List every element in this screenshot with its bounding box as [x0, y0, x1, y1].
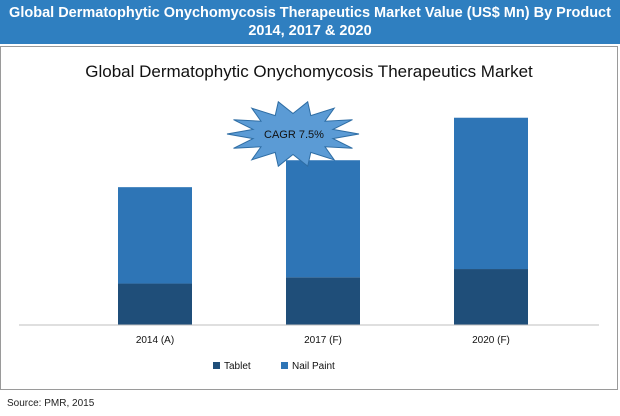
- x-tick-label-1: 2017 (F): [304, 335, 342, 346]
- chart-title: Global Dermatophytic Onychomycosis Thera…: [85, 62, 533, 81]
- banner-title-line2: 2014, 2017 & 2020: [248, 23, 372, 39]
- legend-swatch-nail-paint: [281, 362, 288, 369]
- title-banner: Global Dermatophytic Onychomycosis Thera…: [0, 0, 620, 44]
- x-tick-label-2: 2020 (F): [472, 335, 510, 346]
- banner-title-line1: Global Dermatophytic Onychomycosis Thera…: [9, 5, 611, 21]
- x-tick-labels: 2014 (A) 2017 (F) 2020 (F): [136, 335, 510, 346]
- legend-label-tablet: Tablet: [224, 361, 251, 372]
- cagr-starburst: CAGR 7.5%: [226, 100, 360, 168]
- x-tick-label-0: 2014 (A): [136, 335, 174, 346]
- starburst-shape: [226, 100, 360, 168]
- bar-tablet-1: [286, 277, 360, 325]
- legend-label-nail-paint: Nail Paint: [292, 361, 335, 372]
- bar-tablet-0: [118, 283, 192, 325]
- chart-panel: Global Dermatophytic Onychomycosis Thera…: [0, 46, 618, 390]
- bar-nail-paint-1: [286, 160, 360, 278]
- bar-tablet-2: [454, 269, 528, 325]
- cagr-annotation: CAGR 7.5%: [264, 129, 324, 141]
- source-note: Source: PMR, 2015: [7, 398, 95, 409]
- bar-nail-paint-0: [118, 187, 192, 284]
- bars-group: [118, 117, 528, 325]
- stacked-bar-chart: Global Dermatophytic Onychomycosis Thera…: [19, 62, 599, 372]
- bar-nail-paint-2: [454, 117, 528, 270]
- legend: Tablet Nail Paint: [213, 361, 335, 372]
- legend-swatch-tablet: [213, 362, 220, 369]
